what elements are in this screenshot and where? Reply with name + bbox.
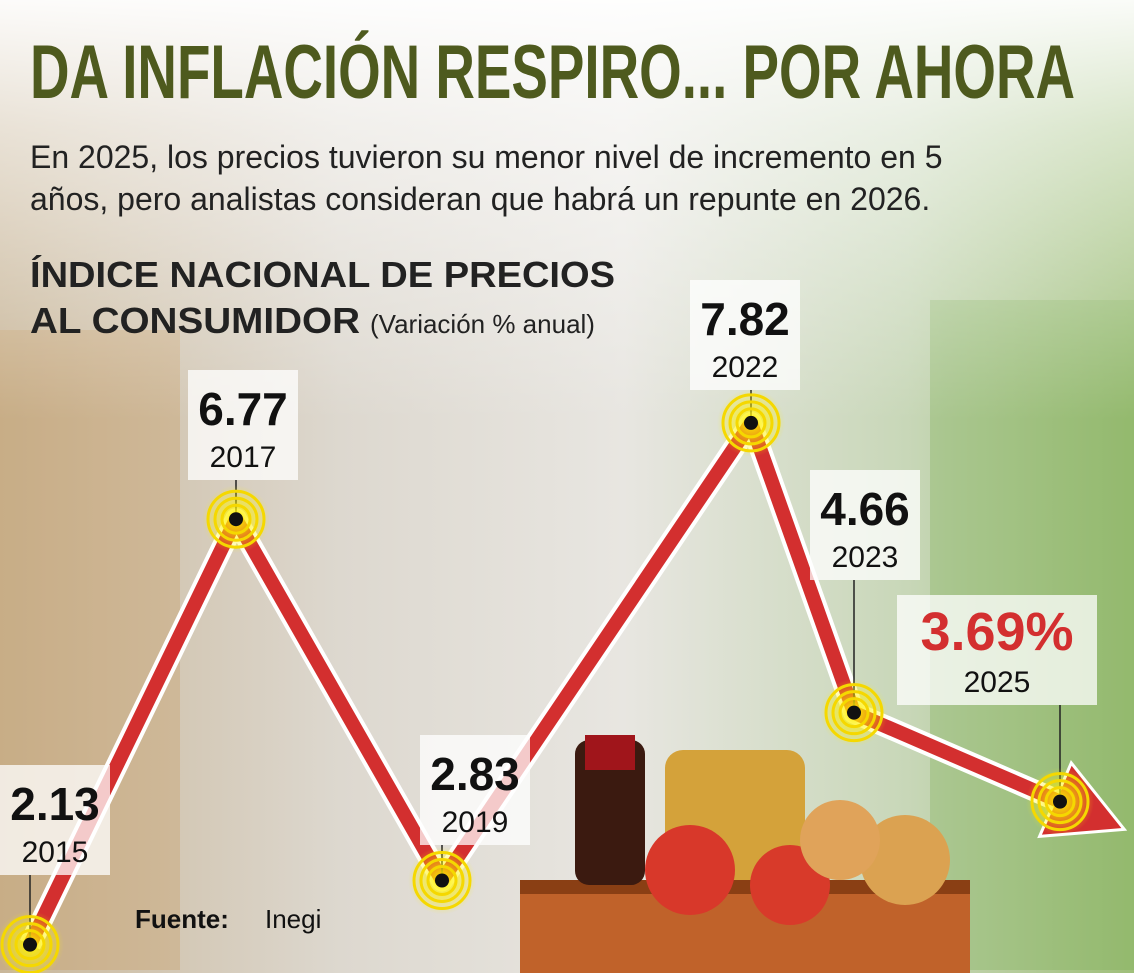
point-ring: [419, 857, 465, 903]
x-label: 2023: [832, 541, 899, 574]
label-box: [810, 470, 920, 580]
point-ring: [7, 922, 53, 968]
point-ring: [824, 683, 884, 743]
x-label: 2017: [210, 441, 277, 474]
subtitle: En 2025, los precios tuvieron su menor n…: [30, 139, 943, 175]
title: DA INFLACIÓN RESPIRO... POR AHORA: [30, 30, 1075, 115]
top-fade: [0, 0, 1134, 420]
point-ring: [728, 400, 774, 446]
label-box: [0, 765, 110, 875]
x-label: 2015: [22, 836, 89, 869]
plot: 2.13 2015 6.77 2017 2.83 2019 7.82 2022 4.66 2023…: [0, 280, 1128, 973]
subtitle: años, pero analistas consideran que habr…: [30, 181, 930, 217]
x-label: 2025: [964, 666, 1031, 699]
x-label: 2022: [712, 351, 779, 384]
point: [717, 388, 785, 457]
point-dot: [229, 512, 243, 527]
value-label: 2.83: [430, 748, 520, 800]
point: [202, 485, 270, 554]
label-box: [897, 595, 1097, 705]
line: [23, 415, 1063, 948]
point-ring: [220, 503, 252, 535]
heading-note: (Variación % anual): [370, 309, 595, 339]
value-label: 3.69%: [920, 602, 1073, 662]
point-ring: [1030, 772, 1090, 832]
point-dot: [23, 937, 37, 952]
label-box: [690, 280, 800, 390]
x-label: 2019: [442, 806, 509, 839]
point-dot: [1053, 794, 1067, 809]
point-ring: [206, 489, 266, 549]
point-ring: [1037, 779, 1083, 825]
point-ring: [838, 697, 870, 729]
point-dot: [847, 705, 861, 720]
point-ring: [1044, 786, 1076, 818]
point-ring: [721, 393, 781, 453]
heading: ÍNDICE NACIONAL DE PRECIOS: [30, 254, 615, 295]
heading: AL CONSUMIDOR: [30, 300, 360, 341]
point-dot: [744, 415, 758, 430]
point: [408, 846, 476, 915]
basket: [520, 735, 970, 973]
value-label: 6.77: [198, 383, 288, 435]
point-ring: [735, 407, 767, 439]
value-label: 2.13: [10, 778, 100, 830]
point: [1026, 767, 1094, 836]
label-box: [188, 370, 298, 480]
value-label: 4.66: [820, 483, 910, 535]
point-ring: [831, 690, 877, 736]
point-ring: [426, 864, 458, 896]
point-dot: [435, 873, 449, 888]
source: Inegi: [265, 904, 321, 934]
source-label: Fuente:: [135, 904, 229, 934]
point-ring: [213, 496, 259, 542]
point-ring: [14, 929, 46, 961]
point-ring: [412, 850, 472, 910]
value-label: 7.82: [700, 293, 790, 345]
point: [820, 678, 888, 747]
label-box: [420, 735, 530, 845]
point: [0, 910, 64, 973]
